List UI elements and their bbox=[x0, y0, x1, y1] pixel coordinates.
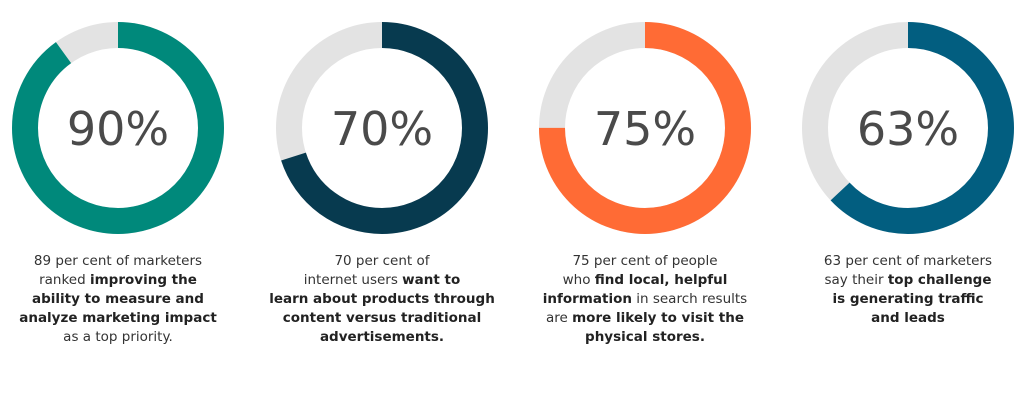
description-line: learn about products through bbox=[252, 290, 512, 309]
stat-card: 90% 89 per cent of marketers ranked improv… bbox=[0, 0, 248, 404]
donut-value-arc bbox=[276, 22, 488, 234]
text: 63 per cent of marketers bbox=[823, 253, 993, 269]
description-line: as a top priority. bbox=[0, 328, 248, 347]
bold-text: want to bbox=[402, 272, 461, 288]
percent-label: 70% bbox=[331, 102, 433, 156]
bold-text: information bbox=[542, 291, 632, 307]
percent-label: 90% bbox=[67, 102, 169, 156]
description-line: who find local, helpful bbox=[515, 271, 775, 290]
description-line: ranked improving the bbox=[0, 271, 248, 290]
text: as a top priority. bbox=[63, 329, 173, 345]
text: who bbox=[562, 272, 595, 288]
bold-text: improving the bbox=[89, 272, 197, 288]
stat-description: 70 per cent of internet users want to lear… bbox=[252, 252, 512, 347]
stat-description: 63 per cent of marketers say their top ch… bbox=[778, 252, 1024, 328]
text: are bbox=[545, 310, 573, 326]
bold-text: and leads bbox=[871, 310, 945, 326]
description-line: 75 per cent of people bbox=[515, 252, 775, 271]
bold-text: content versus traditional bbox=[282, 310, 482, 326]
description-line: 89 per cent of marketers bbox=[0, 252, 248, 271]
stat-description: 75 per cent of people who find local, hel… bbox=[515, 252, 775, 347]
donut-value-arc bbox=[539, 22, 751, 234]
description-line: content versus traditional bbox=[252, 309, 512, 328]
text: say their bbox=[824, 272, 888, 288]
donut-chart: 75% bbox=[539, 22, 751, 234]
donut-value-arc bbox=[12, 22, 224, 234]
description-line: is generating traffic bbox=[778, 290, 1024, 309]
description-line: 63 per cent of marketers bbox=[778, 252, 1024, 271]
description-line: advertisements. bbox=[252, 328, 512, 347]
bold-text: analyze marketing impact bbox=[19, 310, 217, 326]
donut-chart: 90% bbox=[12, 22, 224, 234]
description-line: physical stores. bbox=[515, 328, 775, 347]
bold-text: is generating traffic bbox=[832, 291, 984, 307]
text: 75 per cent of people bbox=[572, 253, 718, 269]
bold-text: find local, helpful bbox=[594, 272, 728, 288]
percent-label: 63% bbox=[857, 102, 959, 156]
bold-text: advertisements. bbox=[319, 329, 445, 345]
text: in search results bbox=[631, 291, 748, 307]
bold-text: top challenge bbox=[887, 272, 992, 288]
bold-text: ability to measure and bbox=[32, 291, 204, 307]
bold-text: more likely to visit the bbox=[572, 310, 745, 326]
description-line: information in search results bbox=[515, 290, 775, 309]
description-line: say their top challenge bbox=[778, 271, 1024, 290]
description-line: and leads bbox=[778, 309, 1024, 328]
donut-value-arc bbox=[802, 22, 1014, 234]
bold-text: physical stores. bbox=[585, 329, 705, 345]
percent-label: 75% bbox=[594, 102, 696, 156]
donut-chart: 63% bbox=[802, 22, 1014, 234]
text: internet users bbox=[303, 272, 403, 288]
text: ranked bbox=[39, 272, 90, 288]
donut-chart: 70% bbox=[276, 22, 488, 234]
description-line: 70 per cent of bbox=[252, 252, 512, 271]
text: 89 per cent of marketers bbox=[33, 253, 203, 269]
description-line: internet users want to bbox=[252, 271, 512, 290]
stat-card: 63% 63 per cent of marketers say their top… bbox=[778, 0, 1024, 404]
stat-card: 70% 70 per cent of internet users want to l… bbox=[252, 0, 512, 404]
stat-card: 75% 75 per cent of people who find local, … bbox=[515, 0, 775, 404]
bold-text: learn about products through bbox=[269, 291, 495, 307]
text: 70 per cent of bbox=[334, 253, 430, 269]
stat-description: 89 per cent of marketers ranked improving… bbox=[0, 252, 248, 347]
description-line: analyze marketing impact bbox=[0, 309, 248, 328]
description-line: are more likely to visit the bbox=[515, 309, 775, 328]
description-line: ability to measure and bbox=[0, 290, 248, 309]
